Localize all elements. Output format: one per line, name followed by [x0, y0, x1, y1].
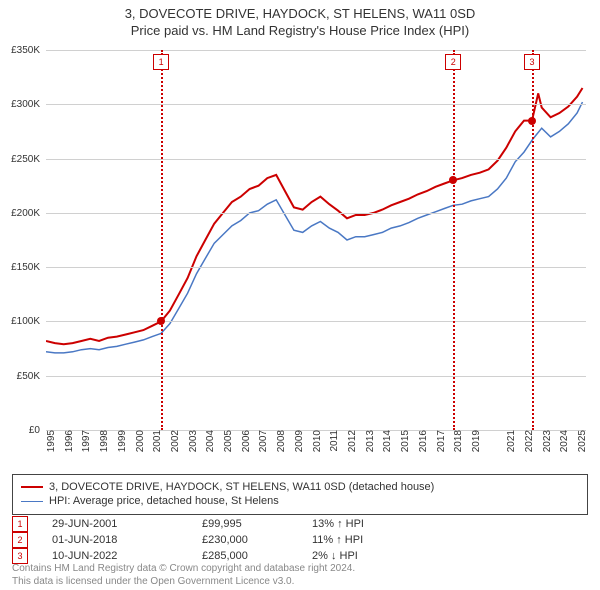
x-tick-label: 2021 — [506, 430, 517, 452]
x-tick-label: 2016 — [418, 430, 429, 452]
x-tick-label: 2005 — [223, 430, 234, 452]
x-tick-label: 2004 — [205, 430, 216, 452]
y-tick-label: £350K — [11, 45, 40, 56]
x-tick-label: 2011 — [329, 430, 340, 452]
sale-price: £285,000 — [202, 550, 312, 562]
title-line2: Price paid vs. HM Land Registry's House … — [0, 23, 600, 40]
sale-date: 01-JUN-2018 — [52, 534, 202, 546]
y-gridline: £200K — [46, 213, 586, 214]
sale-price: £230,000 — [202, 534, 312, 546]
sale-date: 29-JUN-2001 — [52, 518, 202, 530]
legend-swatch-hpi — [21, 501, 43, 502]
x-tick-label: 1998 — [99, 430, 110, 452]
sale-marker-icon: 1 — [12, 516, 28, 532]
series-line — [46, 88, 583, 344]
y-tick-label: £150K — [11, 262, 40, 273]
series-svg — [46, 50, 586, 430]
footer-line2: This data is licensed under the Open Gov… — [12, 576, 588, 589]
y-tick-label: £300K — [11, 99, 40, 110]
x-tick-label: 2014 — [382, 430, 393, 452]
x-tick-label: 1995 — [46, 430, 57, 452]
x-tick-label: 2022 — [524, 430, 535, 452]
sale-hpi: 11% ↑ HPI — [312, 534, 462, 546]
x-tick-label: 2002 — [170, 430, 181, 452]
y-gridline: £150K — [46, 267, 586, 268]
x-tick-label: 2001 — [152, 430, 163, 452]
event-vline — [161, 50, 163, 430]
x-tick-label: 2013 — [365, 430, 376, 452]
footer-line1: Contains HM Land Registry data © Crown c… — [12, 563, 588, 576]
sale-hpi: 2% ↓ HPI — [312, 550, 462, 562]
x-tick-label: 2025 — [577, 430, 588, 452]
sales-row: 3 10-JUN-2022 £285,000 2% ↓ HPI — [12, 548, 588, 564]
legend-item-price-paid: 3, DOVECOTE DRIVE, HAYDOCK, ST HELENS, W… — [21, 480, 579, 494]
y-tick-label: £0 — [29, 425, 40, 436]
y-tick-label: £100K — [11, 316, 40, 327]
x-tick-label: 2017 — [436, 430, 447, 452]
x-tick-label: 1996 — [64, 430, 75, 452]
x-tick-label: 2007 — [258, 430, 269, 452]
y-tick-label: £200K — [11, 208, 40, 219]
chart-plot-area: £0£50K£100K£150K£200K£250K£300K£350K123 — [46, 50, 586, 431]
attribution-footer: Contains HM Land Registry data © Crown c… — [12, 563, 588, 588]
x-tick-label: 2003 — [188, 430, 199, 452]
legend-label-price-paid: 3, DOVECOTE DRIVE, HAYDOCK, ST HELENS, W… — [49, 480, 434, 494]
legend-item-hpi: HPI: Average price, detached house, St H… — [21, 494, 579, 508]
x-tick-label: 2008 — [276, 430, 287, 452]
legend-swatch-price-paid — [21, 486, 43, 488]
sale-marker-icon: 3 — [12, 548, 28, 564]
y-tick-label: £50K — [17, 371, 40, 382]
x-tick-label: 1997 — [81, 430, 92, 452]
y-gridline: £100K — [46, 321, 586, 322]
event-vline — [532, 50, 534, 430]
x-tick-label: 2015 — [400, 430, 411, 452]
x-tick-label: 2006 — [241, 430, 252, 452]
x-tick-label: 2023 — [542, 430, 553, 452]
sale-marker-icon: 2 — [12, 532, 28, 548]
event-marker-box: 1 — [153, 54, 169, 70]
event-dot-icon — [528, 117, 536, 125]
chart-title: 3, DOVECOTE DRIVE, HAYDOCK, ST HELENS, W… — [0, 0, 600, 40]
x-tick-label: 2024 — [559, 430, 570, 452]
sale-date: 10-JUN-2022 — [52, 550, 202, 562]
series-line — [46, 102, 583, 353]
sales-table: 1 29-JUN-2001 £99,995 13% ↑ HPI 2 01-JUN… — [12, 516, 588, 564]
y-gridline: £50K — [46, 376, 586, 377]
x-tick-label: 2012 — [347, 430, 358, 452]
y-tick-label: £250K — [11, 154, 40, 165]
y-gridline: £350K — [46, 50, 586, 51]
title-line1: 3, DOVECOTE DRIVE, HAYDOCK, ST HELENS, W… — [0, 6, 600, 23]
x-tick-label: 1999 — [117, 430, 128, 452]
x-tick-label: 2019 — [471, 430, 482, 452]
x-tick-label: 2009 — [294, 430, 305, 452]
sale-hpi: 13% ↑ HPI — [312, 518, 462, 530]
x-tick-label: 2010 — [312, 430, 323, 452]
y-gridline: £250K — [46, 159, 586, 160]
event-vline — [453, 50, 455, 430]
sales-row: 1 29-JUN-2001 £99,995 13% ↑ HPI — [12, 516, 588, 532]
event-marker-box: 3 — [524, 54, 540, 70]
sale-price: £99,995 — [202, 518, 312, 530]
x-axis: 1995 1996 1997 1998 1999 2000 2001 2002 2003 2004… — [46, 430, 586, 474]
event-marker-box: 2 — [445, 54, 461, 70]
sales-row: 2 01-JUN-2018 £230,000 11% ↑ HPI — [12, 532, 588, 548]
legend-box: 3, DOVECOTE DRIVE, HAYDOCK, ST HELENS, W… — [12, 474, 588, 515]
y-gridline: £300K — [46, 104, 586, 105]
x-tick-label: 2018 — [453, 430, 464, 452]
x-tick-label: 2000 — [135, 430, 146, 452]
chart-card: 3, DOVECOTE DRIVE, HAYDOCK, ST HELENS, W… — [0, 0, 600, 590]
legend-label-hpi: HPI: Average price, detached house, St H… — [49, 494, 279, 508]
